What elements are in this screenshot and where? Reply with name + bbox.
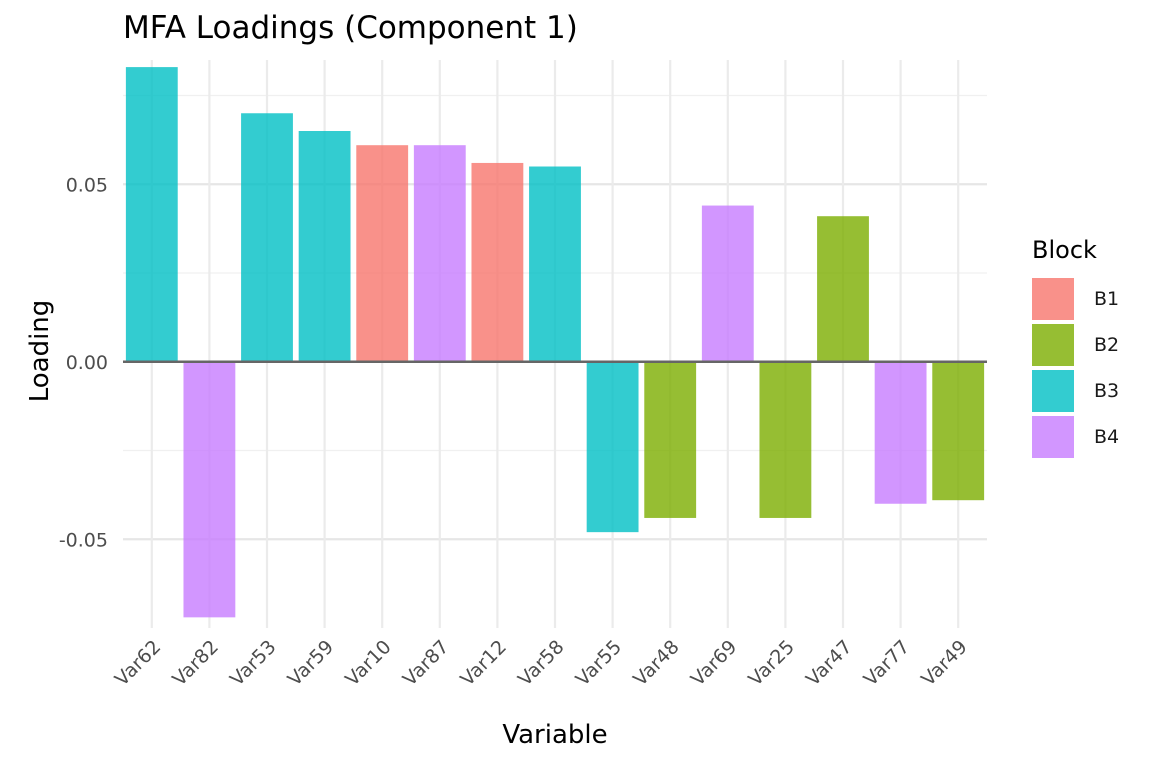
bar-var82 <box>183 361 236 618</box>
legend-swatch <box>1032 278 1074 320</box>
bar-var48 <box>644 361 697 518</box>
legend: Block B1 B2 B3 B4 <box>1032 236 1119 460</box>
legend-item-b2: B2 <box>1032 322 1119 368</box>
x-tick-label: Var48 <box>629 636 684 691</box>
legend-label: B2 <box>1094 334 1120 356</box>
legend-label: B3 <box>1094 380 1120 402</box>
legend-swatch <box>1032 324 1074 366</box>
x-tick-label: Var77 <box>860 636 915 691</box>
x-tick-label: Var49 <box>917 636 972 691</box>
legend-label: B1 <box>1094 288 1120 310</box>
bar-var58 <box>529 166 581 362</box>
bars <box>125 67 985 618</box>
chart-title: MFA Loadings (Component 1) <box>123 10 578 46</box>
bar-var12 <box>471 162 524 362</box>
y-tick-label: 0.00 <box>66 352 108 374</box>
y-axis-label: Loading <box>25 299 55 403</box>
y-tick-labels: -0.05 0.00 0.05 <box>59 174 108 551</box>
bar-var47 <box>817 216 869 362</box>
bar-var59 <box>298 131 351 362</box>
legend-swatch <box>1032 416 1074 458</box>
x-axis-label: Variable <box>502 720 608 750</box>
x-tick-label: Var82 <box>168 636 223 691</box>
x-tick-label: Var62 <box>111 636 166 691</box>
bar-var25 <box>759 361 812 518</box>
legend-item-b4: B4 <box>1032 414 1119 460</box>
legend-swatch <box>1032 370 1074 412</box>
y-tick-label: -0.05 <box>59 529 108 551</box>
x-tick-label: Var53 <box>226 636 281 691</box>
legend-label: B4 <box>1094 426 1120 448</box>
bar-var62 <box>125 67 178 362</box>
legend-item-b1: B1 <box>1032 276 1119 322</box>
x-tick-label: Var58 <box>514 636 569 691</box>
x-tick-labels: Var62 Var82 Var53 Var59 Var10 Var87 Var12 Var58… <box>111 636 972 691</box>
bar-var55 <box>586 361 639 533</box>
bar-var10 <box>356 145 409 362</box>
bar-var49 <box>932 361 985 501</box>
x-tick-label: Var69 <box>687 636 742 691</box>
x-tick-label: Var25 <box>744 636 799 691</box>
bar-var69 <box>701 205 754 362</box>
x-tick-label: Var55 <box>572 636 627 691</box>
legend-item-b3: B3 <box>1032 368 1119 414</box>
x-tick-label: Var59 <box>284 636 339 691</box>
legend-items: B1 B2 B3 B4 <box>1032 276 1119 460</box>
x-tick-label: Var87 <box>399 636 454 691</box>
x-tick-label: Var10 <box>341 636 396 691</box>
bar-var77 <box>874 361 927 504</box>
x-tick-label: Var12 <box>456 636 511 691</box>
legend-title: Block <box>1032 236 1097 264</box>
x-tick-label: Var47 <box>802 636 857 691</box>
y-tick-label: 0.05 <box>66 174 108 196</box>
bar-var53 <box>241 113 293 362</box>
bar-var87 <box>413 145 466 362</box>
